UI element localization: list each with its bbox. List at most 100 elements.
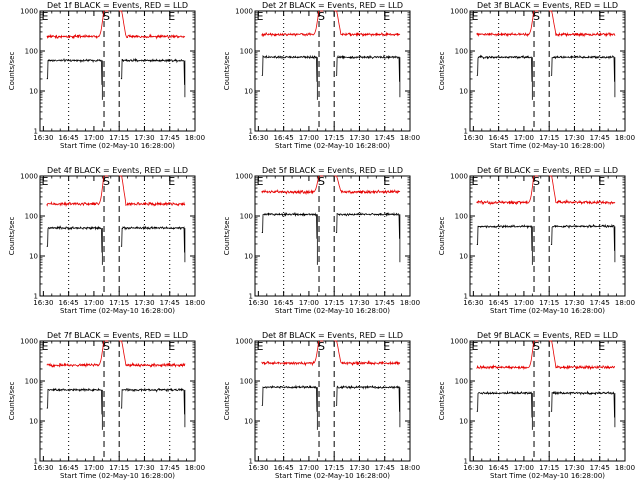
y-tick-label: 10 bbox=[244, 418, 253, 426]
y-tick-label: 100 bbox=[455, 378, 468, 386]
x-tick-label: 17:30 bbox=[349, 299, 369, 307]
start-marker: S bbox=[533, 10, 540, 23]
end-marker-right: E bbox=[383, 175, 390, 188]
events-series-line bbox=[550, 223, 615, 251]
events-series-line bbox=[550, 390, 615, 418]
x-tick-label: 16:45 bbox=[59, 464, 79, 472]
x-tick-label: 17:30 bbox=[564, 134, 584, 142]
x-tick-label: 18:00 bbox=[185, 134, 205, 142]
y-tick-label: 1000 bbox=[450, 8, 468, 16]
x-axis-label: Start Time (02-May-10 16:28:00) bbox=[60, 142, 175, 150]
events-series-line bbox=[476, 54, 533, 82]
y-tick-label: 100 bbox=[240, 213, 253, 221]
lld-series-line bbox=[261, 10, 319, 38]
chart-title: Det 1f BLACK = Events, RED = LLD bbox=[47, 1, 188, 10]
plot-frame bbox=[39, 340, 196, 462]
y-tick-label: 1000 bbox=[20, 338, 38, 346]
x-tick-label: 18:00 bbox=[400, 464, 420, 472]
events-series-line bbox=[476, 224, 533, 251]
lld-series-line bbox=[476, 10, 534, 38]
x-tick-label: 17:15 bbox=[109, 299, 129, 307]
x-axis-label: Start Time (02-May-10 16:28:00) bbox=[60, 307, 175, 315]
y-axis-label: Counts/sec bbox=[8, 52, 16, 91]
y-tick-label: 10 bbox=[29, 253, 38, 261]
events-series-line bbox=[261, 211, 318, 239]
x-tick-label: 17:30 bbox=[564, 464, 584, 472]
y-tick-label: 1000 bbox=[235, 173, 253, 181]
x-axis-label: Start Time (02-May-10 16:28:00) bbox=[275, 142, 390, 150]
y-tick-label: 1000 bbox=[20, 8, 38, 16]
plot-frame bbox=[469, 10, 626, 132]
plot-frame bbox=[254, 10, 411, 132]
end-marker-left: E bbox=[42, 175, 49, 188]
x-tick-label: 17:00 bbox=[514, 134, 534, 142]
plot-frame bbox=[39, 175, 196, 297]
chart-title: Det 6f BLACK = Events, RED = LLD bbox=[477, 166, 618, 175]
end-marker-right: E bbox=[383, 10, 390, 23]
lld-series-line bbox=[119, 175, 186, 207]
start-marker: S bbox=[103, 10, 110, 23]
x-tick-label: 17:15 bbox=[539, 464, 559, 472]
events-series-line bbox=[46, 387, 103, 415]
end-marker-left: E bbox=[257, 10, 264, 23]
events-series-line bbox=[335, 54, 400, 82]
y-tick-label: 10 bbox=[244, 88, 253, 96]
x-tick-label: 16:45 bbox=[274, 464, 294, 472]
y-tick-label: 1 bbox=[34, 293, 38, 301]
x-tick-label: 16:30 bbox=[463, 464, 483, 472]
events-series-line bbox=[335, 384, 400, 412]
y-tick-label: 1000 bbox=[450, 173, 468, 181]
chart-panel-9: Det 9f BLACK = Events, RED = LLD 1 10 100 10… bbox=[438, 331, 635, 480]
x-tick-label: 18:00 bbox=[615, 299, 635, 307]
lld-series-line bbox=[334, 175, 401, 195]
y-tick-label: 1 bbox=[464, 293, 468, 301]
x-tick-label: 16:30 bbox=[248, 464, 268, 472]
x-tick-label: 17:30 bbox=[349, 134, 369, 142]
x-axis-label: Start Time (02-May-10 16:28:00) bbox=[275, 472, 390, 480]
y-axis-label: Counts/sec bbox=[438, 382, 446, 421]
x-tick-label: 16:45 bbox=[274, 134, 294, 142]
end-marker-right: E bbox=[168, 175, 175, 188]
start-marker: S bbox=[318, 175, 325, 188]
lld-series-line bbox=[46, 175, 104, 208]
chart-title: Det 5f BLACK = Events, RED = LLD bbox=[262, 166, 403, 175]
lld-series-line bbox=[46, 340, 104, 368]
lld-series-line bbox=[46, 10, 104, 40]
start-marker: S bbox=[318, 10, 325, 23]
y-tick-label: 1 bbox=[249, 128, 253, 136]
x-tick-label: 17:30 bbox=[134, 134, 154, 142]
lld-series-line bbox=[549, 340, 616, 371]
events-series-line bbox=[550, 54, 615, 82]
lld-series-line bbox=[549, 175, 616, 206]
x-axis-label: Start Time (02-May-10 16:28:00) bbox=[490, 142, 605, 150]
y-axis-label: Counts/sec bbox=[438, 52, 446, 91]
x-tick-label: 16:30 bbox=[463, 134, 483, 142]
end-marker-right: E bbox=[168, 340, 175, 353]
x-tick-label: 18:00 bbox=[615, 464, 635, 472]
y-tick-label: 1 bbox=[249, 293, 253, 301]
x-tick-label: 17:45 bbox=[160, 134, 180, 142]
x-tick-label: 17:45 bbox=[590, 464, 610, 472]
x-tick-label: 17:00 bbox=[84, 134, 104, 142]
y-tick-label: 1 bbox=[249, 458, 253, 466]
x-tick-label: 16:45 bbox=[59, 299, 79, 307]
x-tick-label: 18:00 bbox=[185, 464, 205, 472]
x-tick-label: 17:45 bbox=[375, 299, 395, 307]
plot-frame bbox=[469, 175, 626, 297]
chart-panel-6: Det 6f BLACK = Events, RED = LLD 1 10 100 10… bbox=[438, 166, 635, 315]
x-tick-label: 17:45 bbox=[375, 464, 395, 472]
x-tick-label: 16:45 bbox=[274, 299, 294, 307]
x-tick-label: 18:00 bbox=[400, 299, 420, 307]
y-tick-label: 10 bbox=[29, 418, 38, 426]
events-series-line bbox=[46, 225, 103, 253]
events-series-line bbox=[476, 390, 533, 418]
lld-series-line bbox=[119, 340, 186, 368]
y-axis-label: Counts/sec bbox=[8, 382, 16, 421]
chart-panel-8: Det 8f BLACK = Events, RED = LLD 1 10 100 10… bbox=[223, 331, 420, 480]
x-tick-label: 16:45 bbox=[59, 134, 79, 142]
chart-panel-4: Det 4f BLACK = Events, RED = LLD 1 10 100 10… bbox=[8, 166, 205, 315]
y-tick-label: 1 bbox=[34, 458, 38, 466]
x-tick-label: 18:00 bbox=[400, 134, 420, 142]
x-tick-label: 16:45 bbox=[489, 464, 509, 472]
